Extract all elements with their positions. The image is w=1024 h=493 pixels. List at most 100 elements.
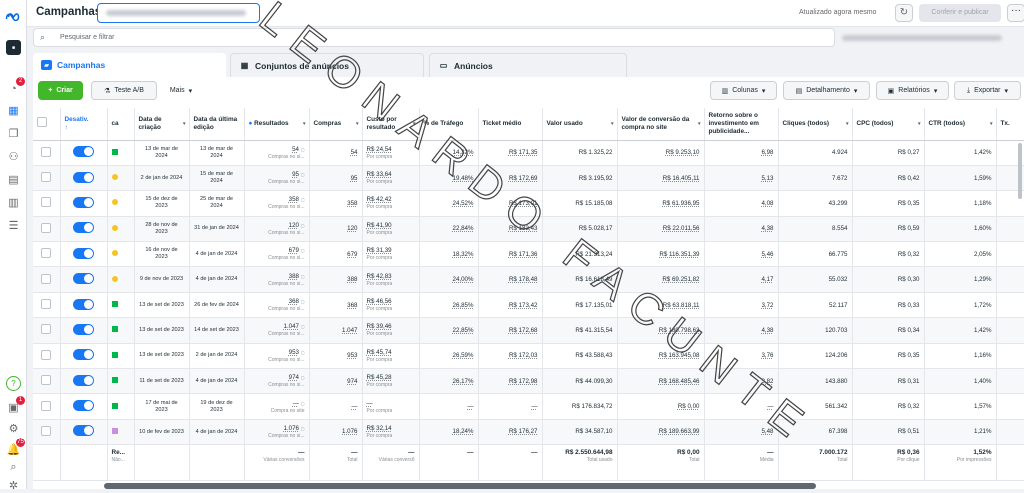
menu-icon[interactable]: ☰ bbox=[8, 220, 19, 232]
purchases-cell[interactable]: 388 bbox=[309, 266, 363, 293]
results-cell[interactable]: 953 ▢ Compras no si... bbox=[244, 343, 310, 370]
cpr-cell[interactable]: — Por compra bbox=[362, 393, 420, 420]
cpr-cell[interactable]: R$ 45,28 Por compra bbox=[362, 368, 420, 395]
roas-cell[interactable]: 3,76 bbox=[704, 343, 779, 370]
row-checkbox-cell[interactable] bbox=[33, 393, 61, 420]
pages-icon[interactable]: ❐ bbox=[8, 128, 19, 140]
roas-cell[interactable]: — bbox=[704, 393, 779, 420]
row-checkbox[interactable] bbox=[41, 197, 52, 208]
purchases-cell[interactable]: 1.047 bbox=[309, 317, 363, 344]
cpr-cell[interactable]: R$ 33,64 Por compra bbox=[362, 165, 420, 192]
delivery-toggle-cell[interactable] bbox=[60, 216, 108, 243]
table-row[interactable]: 15 de dez de 2023 25 de mar de 2024 358 ▢ C… bbox=[33, 190, 1024, 217]
delivery-toggle[interactable] bbox=[73, 400, 94, 412]
delivery-toggle[interactable] bbox=[73, 171, 94, 183]
row-checkbox-cell[interactable] bbox=[33, 165, 61, 192]
ticket-cell[interactable]: R$ 172,68 bbox=[478, 317, 543, 344]
ticket-cell[interactable]: R$ 173,42 bbox=[478, 292, 543, 319]
col-edited[interactable]: Data da última edição bbox=[189, 108, 245, 141]
table-row[interactable]: 9 de nov de 2023 4 de jan de 2024 388 ▢ Com… bbox=[33, 266, 1024, 293]
purchases-cell[interactable]: 95 bbox=[309, 165, 363, 192]
traffic-cell[interactable]: 14,32% bbox=[419, 140, 479, 166]
table-row[interactable]: 16 de nov de 2023 4 de jan de 2024 679 ▢ Co… bbox=[33, 241, 1024, 268]
conversion-cell[interactable]: R$ 9.253,10 bbox=[617, 140, 705, 166]
ticket-cell[interactable]: R$ 171,36 bbox=[478, 241, 543, 268]
table-row[interactable]: 13 de set de 2023 2 de jan de 2024 953 ▢ Co… bbox=[33, 343, 1024, 370]
table-row[interactable]: 13 de set de 2023 26 de fev de 2024 368 ▢ C… bbox=[33, 292, 1024, 319]
purchases-cell[interactable]: 368 bbox=[309, 292, 363, 319]
traffic-cell[interactable]: 24,00% bbox=[419, 266, 479, 293]
date-range-redacted[interactable] bbox=[842, 32, 1007, 44]
delivery-toggle-cell[interactable] bbox=[60, 190, 108, 217]
cpr-cell[interactable]: R$ 42,42 Por compra bbox=[362, 190, 420, 217]
table-row[interactable]: 13 de set de 2023 14 de set de 2023 1.047 … bbox=[33, 317, 1024, 344]
delivery-toggle[interactable] bbox=[73, 196, 94, 208]
row-checkbox-cell[interactable] bbox=[33, 292, 61, 319]
breakdown-button[interactable]: ▤ Detalhamento ▾ bbox=[783, 81, 870, 100]
more-button[interactable]: Mais ▾ bbox=[163, 81, 199, 100]
delivery-toggle-cell[interactable] bbox=[60, 317, 108, 344]
traffic-cell[interactable]: 22,85% bbox=[419, 317, 479, 344]
vertical-scrollbar[interactable] bbox=[1018, 143, 1022, 199]
create-button[interactable]: + Criar bbox=[38, 81, 83, 100]
results-cell[interactable]: 1.047 ▢ Compras no si... bbox=[244, 317, 310, 344]
ticket-cell[interactable]: R$ 178,48 bbox=[478, 266, 543, 293]
row-checkbox[interactable] bbox=[41, 172, 52, 183]
roas-cell[interactable]: 3,72 bbox=[704, 292, 779, 319]
traffic-cell[interactable]: 22,84% bbox=[419, 216, 479, 243]
delivery-toggle[interactable] bbox=[73, 323, 94, 335]
row-checkbox-cell[interactable] bbox=[33, 216, 61, 243]
col-delivery[interactable]: Desativ. ↑ bbox=[60, 108, 108, 141]
conversion-cell[interactable]: R$ 116.351,39 bbox=[617, 241, 705, 268]
help-icon[interactable]: ? bbox=[6, 376, 21, 391]
cpr-cell[interactable]: R$ 45,74 Por compra bbox=[362, 343, 420, 370]
col-results[interactable]: ● Resultados ▾ bbox=[244, 108, 310, 141]
table-row[interactable]: 11 de set de 2023 4 de jan de 2024 974 ▢ Co… bbox=[33, 368, 1024, 395]
conversion-cell[interactable]: R$ 16.405,11 bbox=[617, 165, 705, 192]
ticket-cell[interactable]: R$ 172,03 bbox=[478, 343, 543, 370]
col-created[interactable]: Data de criação ▾ bbox=[134, 108, 190, 141]
ab-test-button[interactable]: ⚗ Teste A/B bbox=[91, 81, 157, 100]
conversion-cell[interactable]: R$ 163.945,08 bbox=[617, 343, 705, 370]
cpr-cell[interactable]: R$ 46,56 Por compra bbox=[362, 292, 420, 319]
ticket-cell[interactable]: R$ 172,69 bbox=[478, 165, 543, 192]
row-checkbox[interactable] bbox=[41, 425, 52, 436]
col-ticket[interactable]: Ticket médio bbox=[478, 108, 543, 141]
traffic-cell[interactable]: 26,85% bbox=[419, 292, 479, 319]
roas-cell[interactable]: 5,46 bbox=[704, 241, 779, 268]
purchases-cell[interactable]: 358 bbox=[309, 190, 363, 217]
meta-logo-icon[interactable] bbox=[5, 9, 22, 24]
delivery-toggle-cell[interactable] bbox=[60, 165, 108, 192]
conversion-cell[interactable]: R$ 61.936,95 bbox=[617, 190, 705, 217]
conversion-cell[interactable]: R$ 63.818,11 bbox=[617, 292, 705, 319]
catalog-icon[interactable]: ▤ bbox=[8, 174, 19, 186]
delivery-toggle[interactable] bbox=[73, 273, 94, 285]
row-checkbox-cell[interactable] bbox=[33, 190, 61, 217]
delivery-toggle-cell[interactable] bbox=[60, 140, 108, 166]
delivery-toggle-cell[interactable] bbox=[60, 241, 108, 268]
row-checkbox[interactable] bbox=[41, 400, 52, 411]
delivery-toggle-cell[interactable] bbox=[60, 292, 108, 319]
cpr-cell[interactable]: R$ 24,54 Por compra bbox=[362, 140, 420, 166]
reports-icon[interactable]: ▥ bbox=[8, 197, 19, 209]
table-row[interactable]: 2 de jan de 2024 15 de mar de 2024 95 ▢ Com… bbox=[33, 165, 1024, 192]
purchases-cell[interactable]: 679 bbox=[309, 241, 363, 268]
ticket-cell[interactable]: R$ 173,01 bbox=[478, 190, 543, 217]
conversion-cell[interactable]: R$ 180.798,63 bbox=[617, 317, 705, 344]
delivery-toggle-cell[interactable] bbox=[60, 419, 108, 446]
col-cpc[interactable]: CPC (todos) ▾ bbox=[852, 108, 925, 141]
cpr-cell[interactable]: R$ 32,14 Por compra bbox=[362, 419, 420, 446]
purchases-cell[interactable]: — bbox=[309, 393, 363, 420]
cpr-cell[interactable]: R$ 42,83 Por compra bbox=[362, 266, 420, 293]
traffic-cell[interactable]: 24,52% bbox=[419, 190, 479, 217]
table-row[interactable]: 13 de mar de 2024 13 de mar de 2024 54 ▢ Co… bbox=[33, 140, 1024, 166]
conversion-cell[interactable]: R$ 189.663,99 bbox=[617, 419, 705, 446]
row-checkbox[interactable] bbox=[41, 324, 52, 335]
ticket-cell[interactable]: R$ 171,35 bbox=[478, 140, 543, 166]
results-cell[interactable]: 974 ▢ Compras no si... bbox=[244, 368, 310, 395]
select-all-header[interactable] bbox=[33, 108, 61, 141]
col-roas[interactable]: Retorno sobre o investimento em publicid… bbox=[704, 108, 779, 141]
results-cell[interactable]: 120 ▢ Compras no si... bbox=[244, 216, 310, 243]
traffic-cell[interactable]: 26,17% bbox=[419, 368, 479, 395]
more-options-button[interactable]: ··· bbox=[1007, 4, 1024, 22]
